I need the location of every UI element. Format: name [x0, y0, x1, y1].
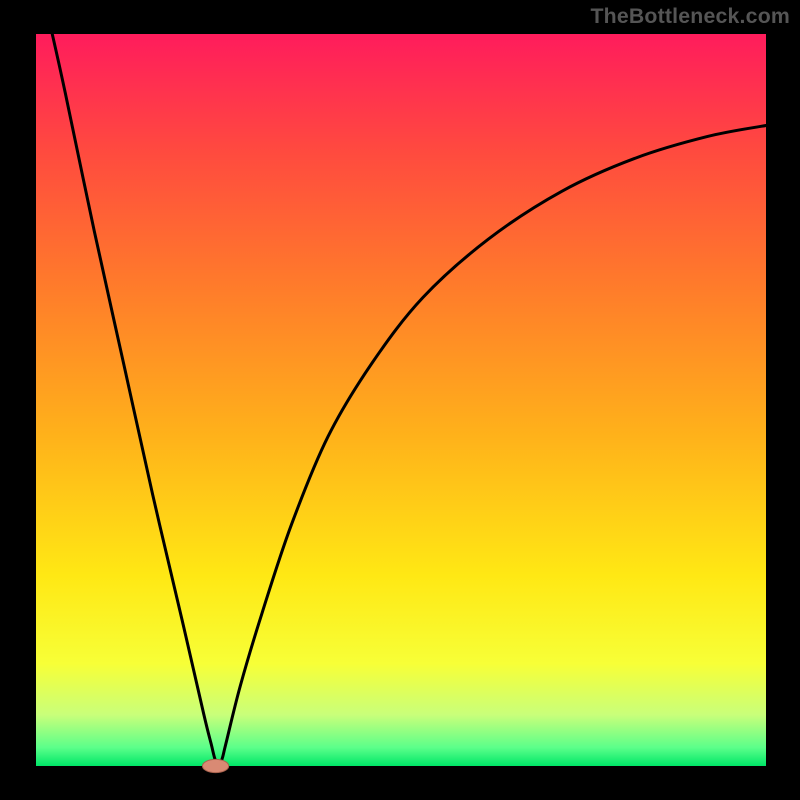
chart-stage: TheBottleneck.com: [0, 0, 800, 800]
plot-area: [36, 34, 766, 766]
watermark-text: TheBottleneck.com: [590, 4, 790, 29]
gradient-background: [36, 34, 766, 766]
